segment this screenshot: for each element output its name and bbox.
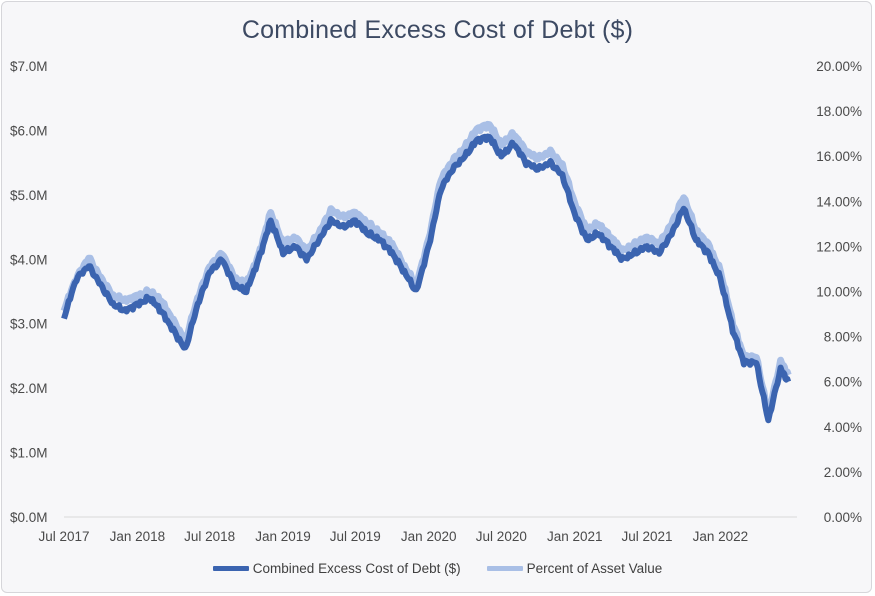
x-axis: Jul 2017 Jan 2018 Jul 2018 Jan 2019 Jul 2019…	[38, 529, 748, 544]
x-tick-label: Jan 2021	[547, 529, 603, 544]
x-tick-label: Jul 2020	[476, 529, 527, 544]
legend-swatch-combined	[212, 566, 249, 571]
x-tick-label: Jan 2019	[255, 529, 311, 544]
legend: Combined Excess Cost of Debt ($) Percent…	[0, 561, 875, 576]
y-right-tick-label: 14.00%	[816, 194, 862, 209]
y-right-tick-label: 2.00%	[824, 465, 862, 480]
x-tick-label: Jul 2019	[330, 529, 381, 544]
y-left-tick-label: $7.0M	[10, 59, 48, 74]
y-right-tick-label: 16.00%	[816, 149, 862, 164]
y-right-tick-label: 0.00%	[824, 510, 862, 525]
series-line-combined	[61, 133, 792, 424]
x-tick-label: Jul 2021	[621, 529, 672, 544]
y-left-axis: $0.0M $1.0M $2.0M $3.0M $4.0M $5.0M $6.0M $7.0M	[10, 59, 48, 525]
y-right-tick-label: 12.00%	[816, 239, 862, 254]
y-left-tick-label: $2.0M	[10, 381, 48, 396]
y-right-tick-label: 20.00%	[816, 59, 862, 74]
legend-item-combined: Combined Excess Cost of Debt ($)	[212, 561, 461, 576]
y-right-tick-label: 6.00%	[824, 375, 862, 390]
y-left-tick-label: $3.0M	[10, 317, 48, 332]
series-layer	[60, 120, 792, 424]
y-right-axis: 0.00% 2.00% 4.00% 6.00% 8.00% 10.00% 12.00% 14.…	[816, 59, 862, 525]
x-tick-label: Jul 2017	[38, 529, 89, 544]
x-tick-label: Jan 2020	[401, 529, 457, 544]
y-right-tick-label: 18.00%	[816, 104, 862, 119]
legend-label-percent: Percent of Asset Value	[526, 561, 663, 576]
y-left-tick-label: $4.0M	[10, 252, 48, 267]
series-line-percent	[60, 120, 792, 419]
y-left-tick-label: $5.0M	[10, 188, 48, 203]
y-left-tick-label: $0.0M	[10, 510, 48, 525]
legend-swatch-percent	[486, 566, 523, 571]
y-left-tick-label: $1.0M	[10, 446, 48, 461]
y-right-tick-label: 10.00%	[816, 285, 862, 300]
x-tick-label: Jul 2018	[184, 529, 235, 544]
y-right-tick-label: 4.00%	[824, 420, 862, 435]
chart-title: Combined Excess Cost of Debt ($)	[241, 16, 634, 44]
legend-item-percent: Percent of Asset Value	[486, 561, 663, 576]
x-tick-label: Jan 2018	[110, 529, 166, 544]
x-tick-label: Jan 2022	[693, 529, 749, 544]
legend-label-combined: Combined Excess Cost of Debt ($)	[252, 561, 461, 576]
y-left-tick-label: $6.0M	[10, 123, 48, 138]
y-right-tick-label: 8.00%	[824, 330, 862, 345]
